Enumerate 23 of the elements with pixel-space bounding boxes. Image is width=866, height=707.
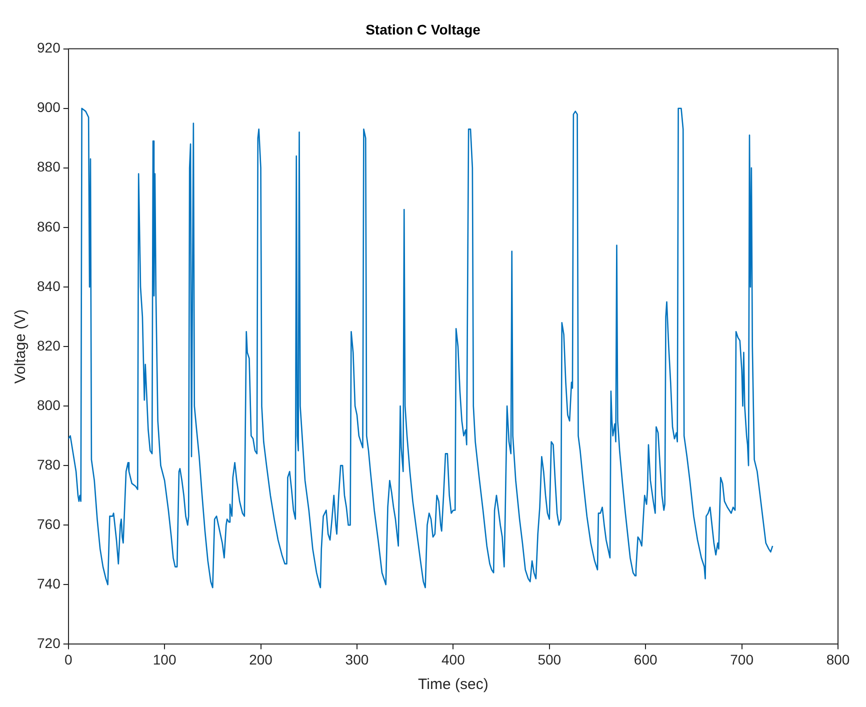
y-tick-label: 780 (37, 456, 61, 472)
x-tick-label: 200 (249, 651, 273, 668)
x-tick-label: 0 (64, 651, 72, 668)
x-tick-label: 300 (345, 651, 369, 668)
y-tick-label: 740 (37, 576, 61, 592)
y-tick-label: 900 (37, 99, 61, 116)
y-tick-label: 800 (37, 396, 61, 413)
y-tick-label: 920 (37, 40, 61, 56)
chart-title: Station C Voltage (366, 21, 481, 38)
x-tick-label: 600 (634, 651, 658, 668)
y-axis-title: Voltage (V) (12, 309, 30, 384)
x-tick-label: 800 (826, 651, 850, 668)
x-tick-label: 700 (730, 651, 754, 668)
x-tick-label: 400 (442, 651, 466, 668)
y-tick-label: 720 (37, 635, 61, 652)
y-tick-label: 760 (37, 516, 61, 532)
x-tick-label: 500 (538, 651, 562, 668)
y-tick-label: 840 (37, 278, 61, 294)
x-axis-title: Time (sec) (418, 676, 488, 694)
y-tick-label: 860 (37, 218, 61, 234)
y-tick-label: 880 (37, 158, 61, 175)
y-tick-label: 820 (37, 337, 61, 354)
x-tick-label: 100 (152, 651, 176, 668)
